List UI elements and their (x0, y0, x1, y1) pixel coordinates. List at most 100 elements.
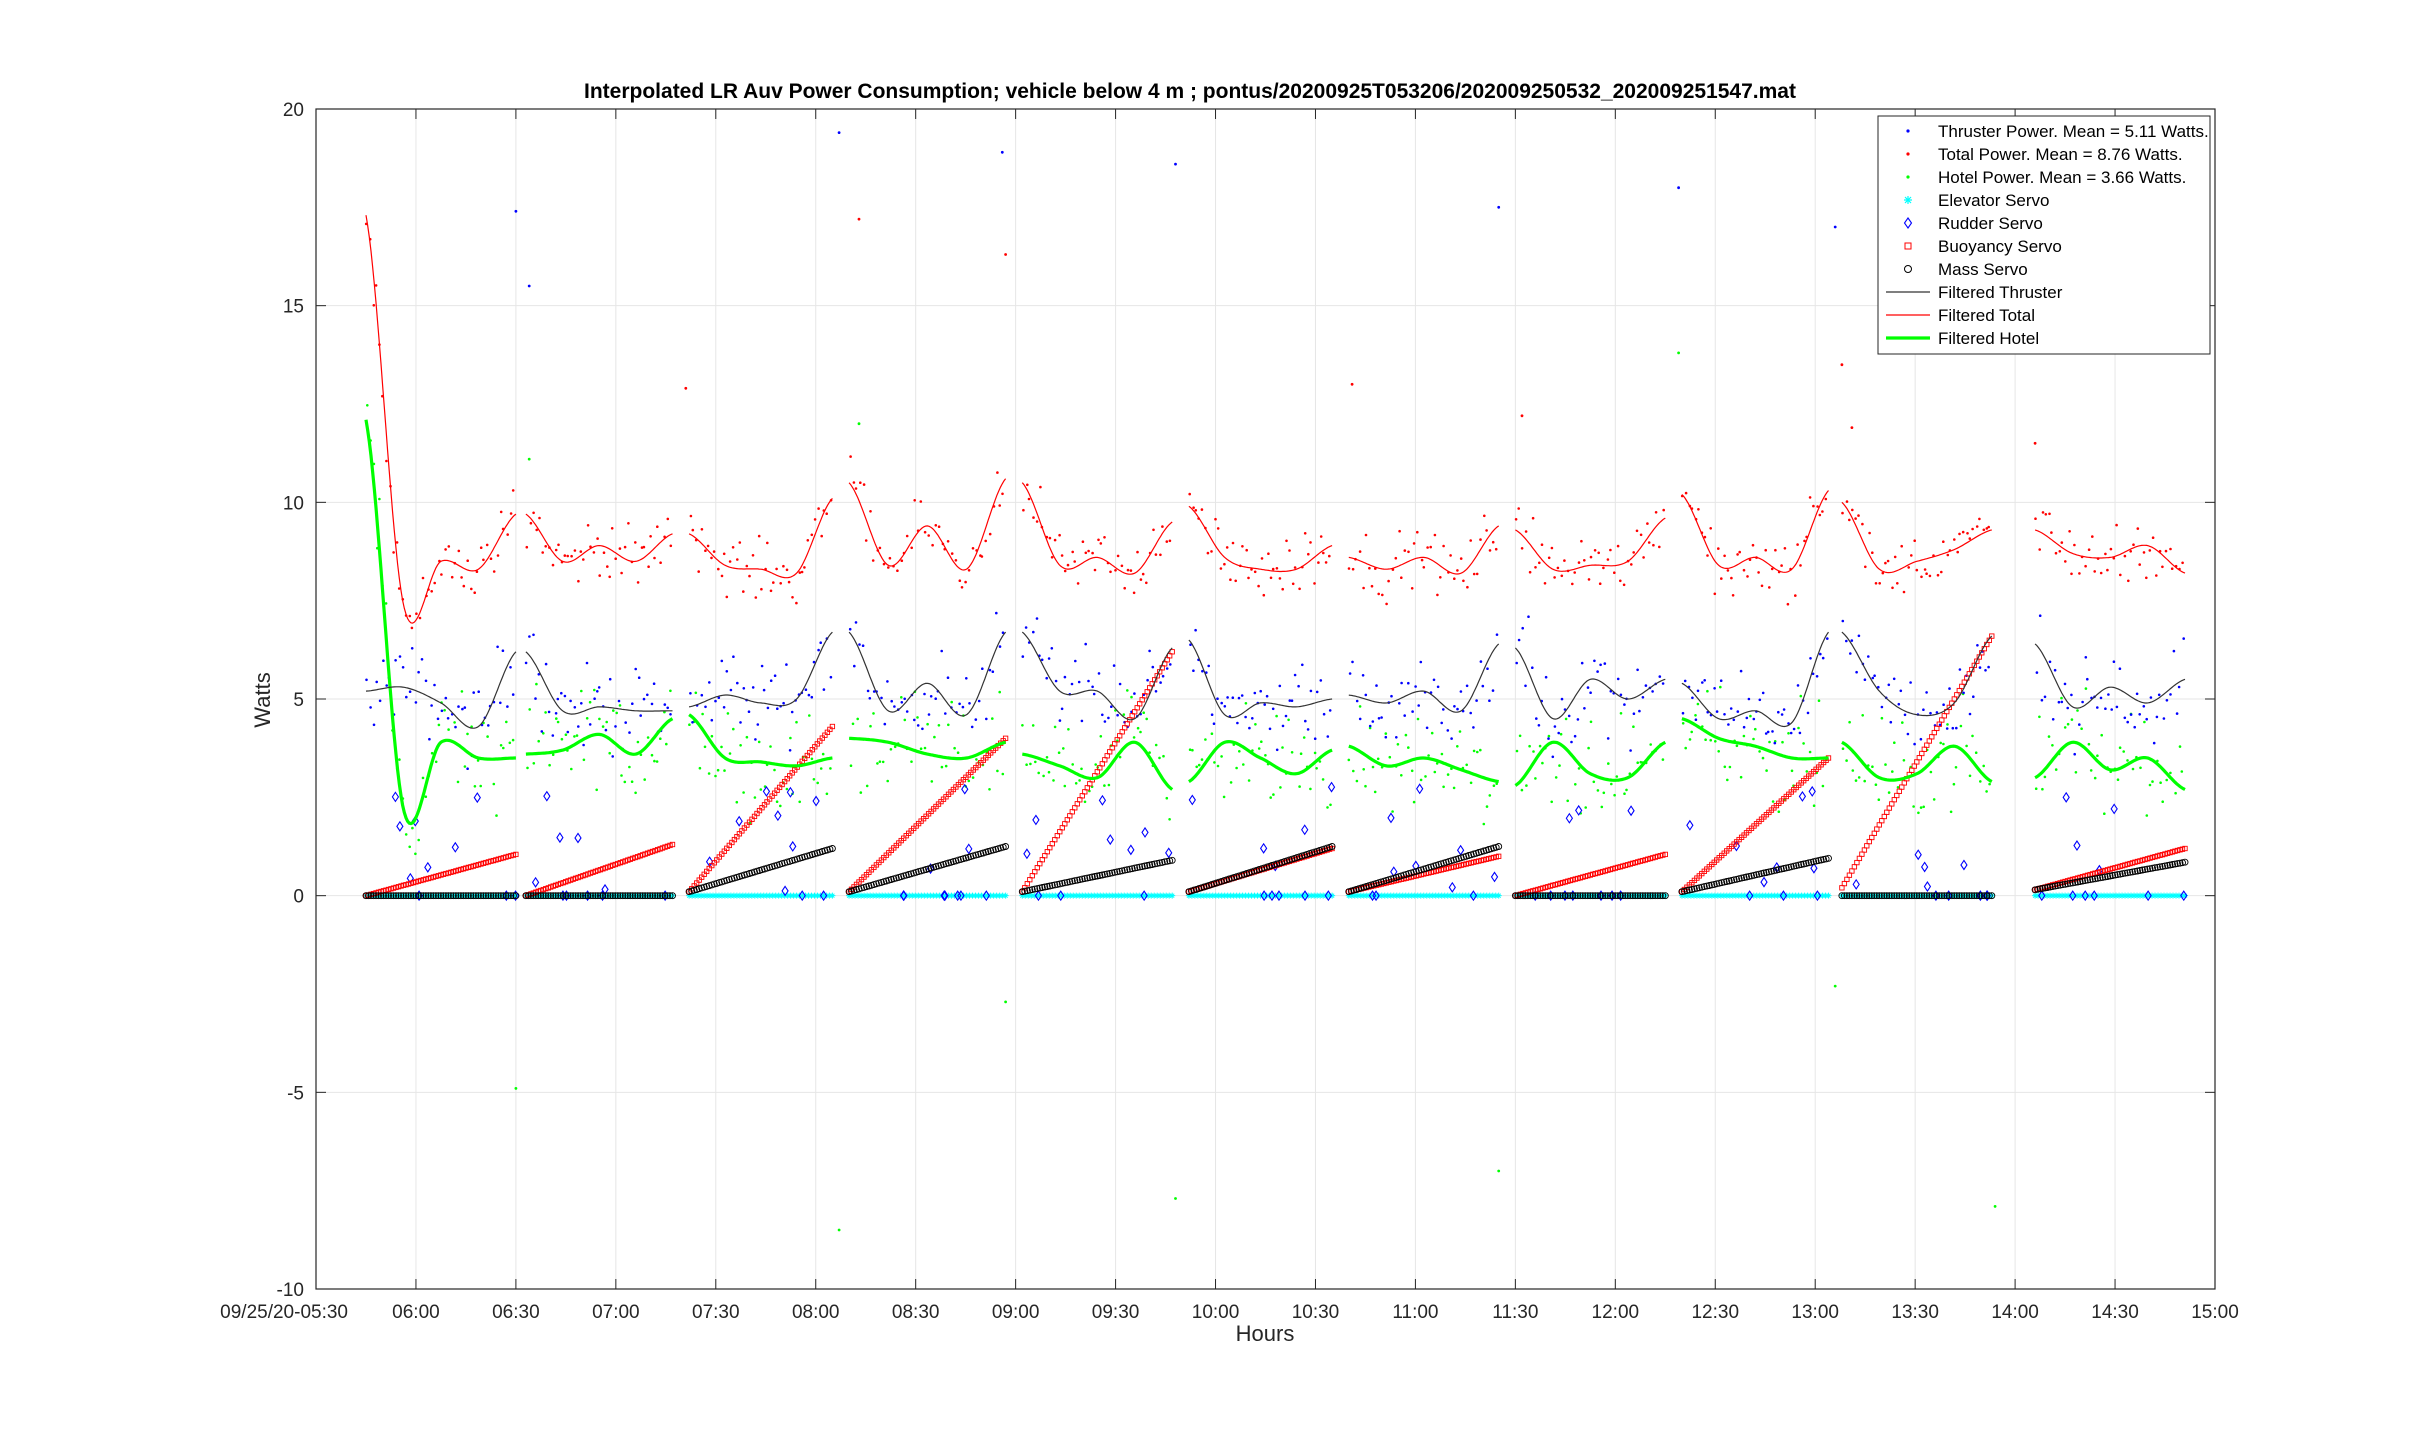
total-power-point (2038, 548, 2041, 551)
mass-servo-marker (1111, 868, 1119, 876)
buoyancy-servo-marker (1891, 797, 1897, 803)
buoyancy-servo-marker (1896, 788, 1902, 794)
total-power-point (1971, 527, 1974, 531)
thruster-power-point (1101, 713, 1104, 717)
thruster-power-point (1450, 737, 1453, 740)
thruster-power-point (2135, 692, 2139, 696)
thruster-power-point (430, 704, 433, 707)
mass-servo-marker (1787, 863, 1795, 871)
hotel-power-point (615, 711, 618, 715)
total-power-point (710, 556, 713, 560)
thruster-power-point (1091, 685, 1094, 689)
mass-servo-marker (2141, 866, 2149, 874)
thruster-power-point (1771, 730, 1774, 733)
total-power-point (1864, 565, 1867, 569)
hotel-power-point (2145, 814, 2149, 817)
mass-servo-marker (1817, 856, 1825, 864)
hotel-power-point (735, 800, 739, 804)
elevator-servo-marker (1952, 892, 1959, 899)
mass-servo-marker (1168, 856, 1176, 864)
mass-servo-marker (537, 892, 545, 900)
hotel-power-point (808, 714, 811, 717)
total-power-point (1893, 555, 1897, 559)
elevator-servo-marker (1329, 892, 1336, 899)
hotel-power-point (447, 728, 450, 731)
hotel-outlier-point (1004, 1000, 1007, 1004)
total-outlier-point (1350, 382, 1354, 386)
total-power-point (1412, 542, 1416, 545)
total-power-point (1786, 602, 1790, 606)
thruster-power-point (691, 721, 694, 724)
thruster-power-point (946, 676, 950, 679)
thruster-power-point (853, 664, 856, 668)
mass-servo-marker (387, 892, 395, 900)
legend: Thruster Power. Mean = 5.11 Watts.Total … (1877, 115, 2211, 355)
hotel-power-point (1861, 714, 1864, 717)
hotel-power-point (1525, 784, 1528, 787)
mass-servo-marker (447, 892, 455, 900)
hotel-power-point (1132, 736, 1136, 739)
mass-servo-marker (1928, 892, 1936, 900)
hotel-power-point (1435, 762, 1439, 765)
hotel-power-point (1589, 720, 1593, 724)
hotel-power-point (988, 788, 991, 791)
hotel-power-point (2118, 746, 2122, 749)
total-power-point (1816, 505, 1819, 508)
thruster-power-point (1253, 691, 1257, 695)
mass-servo-marker (2159, 862, 2166, 870)
mass-servo-marker (1606, 892, 1614, 900)
total-power-point (1658, 545, 1661, 549)
thruster-power-point (747, 710, 751, 713)
elevator-servo-marker (966, 892, 973, 899)
rudder-servo-marker (1810, 862, 1818, 874)
mass-servo-marker (2119, 870, 2126, 878)
thruster-power-point (921, 727, 924, 731)
total-power-point (1871, 551, 1874, 554)
thruster-power-point (1322, 712, 1326, 716)
thruster-power-point (1358, 717, 1362, 721)
total-power-point (1275, 567, 1279, 570)
elevator-servo-marker (2110, 892, 2117, 899)
hotel-power-point (437, 723, 441, 727)
total-power-point (1900, 544, 1903, 548)
thruster-power-point (1880, 705, 1884, 709)
total-power-point (1073, 560, 1076, 563)
thruster-power-point (773, 674, 777, 677)
rudder-servo-marker (556, 832, 564, 844)
total-power-point (1120, 564, 1124, 568)
buoyancy-servo-marker (669, 841, 676, 848)
thruster-power-point (639, 714, 642, 717)
hotel-power-point (532, 762, 536, 765)
mass-servo-marker (1041, 883, 1049, 891)
total-power-point (1436, 593, 1439, 597)
legend-label: Rudder Servo (1938, 214, 2043, 233)
mass-servo-marker (2139, 866, 2146, 874)
hotel-power-point (753, 796, 757, 799)
total-power-point (1884, 561, 1887, 565)
mass-servo-marker (2076, 878, 2084, 885)
total-power-point (1874, 582, 1878, 585)
thruster-power-point (1465, 684, 1469, 688)
total-power-point (1459, 557, 1463, 560)
elevator-servo-marker (852, 892, 859, 899)
rudder-servo-marker (2180, 890, 2188, 902)
mass-servo-marker (1126, 865, 1134, 873)
y-tick-label: -10 (277, 1280, 304, 1301)
mass-servo-marker (577, 892, 584, 900)
mass-servo-marker (1101, 870, 1109, 878)
elevator-servo-marker (1988, 892, 1995, 899)
thruster-power-point (1103, 720, 1107, 723)
mass-servo-marker (1880, 892, 1888, 900)
hotel-power-point (1257, 747, 1261, 750)
rudder-servo-marker (1259, 842, 1268, 854)
mass-servo-marker (2049, 883, 2057, 891)
mass-servo-marker (542, 892, 550, 900)
hotel-outlier-point (1993, 1205, 1997, 1208)
thruster-power-point (965, 677, 968, 680)
thruster-power-point (788, 749, 792, 752)
total-power-point (887, 566, 890, 569)
hotel-power-point (1817, 699, 1821, 702)
mass-servo-marker (489, 892, 497, 900)
